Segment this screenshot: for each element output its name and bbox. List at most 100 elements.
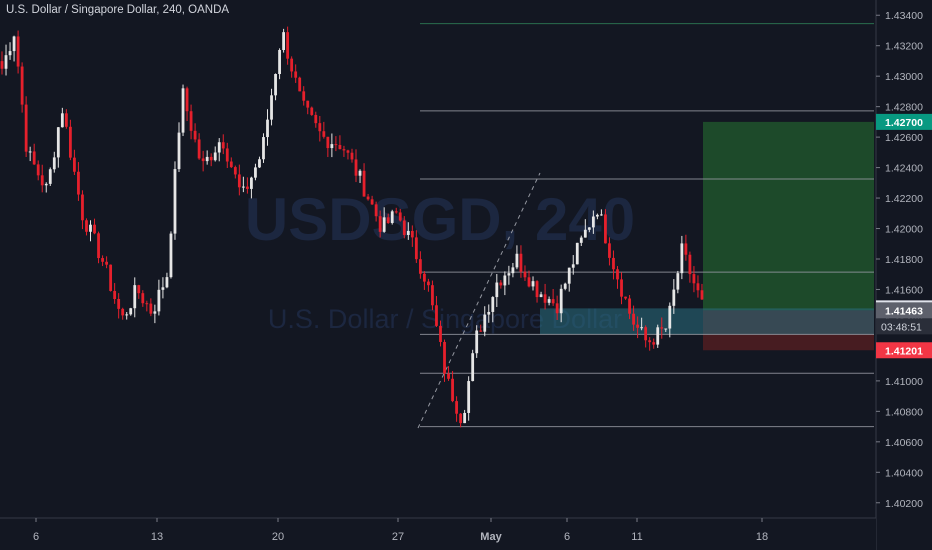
candle-body[interactable] [640,327,644,329]
candle-body[interactable] [394,211,398,213]
candle-body[interactable] [511,267,515,274]
candle-body[interactable] [535,281,539,298]
candle-body[interactable] [644,327,648,341]
candle-body[interactable] [298,77,302,92]
candle-body[interactable] [483,314,487,332]
candle-body[interactable] [294,71,298,78]
candle-body[interactable] [286,32,290,59]
candle-body[interactable] [334,144,338,146]
candle-body[interactable] [491,297,495,312]
candle-body[interactable] [205,156,209,162]
candle-body[interactable] [418,259,422,274]
candle-body[interactable] [435,305,438,326]
candle-body[interactable] [515,253,519,268]
candle-body[interactable] [85,220,88,232]
candle-body[interactable] [620,279,623,297]
candle-body[interactable] [676,273,680,290]
candle-body[interactable] [12,36,16,52]
candle-body[interactable] [8,51,12,56]
candle-body[interactable] [559,288,563,314]
candle-body[interactable] [354,159,358,176]
candle-body[interactable] [406,230,410,235]
candle-body[interactable] [402,220,406,235]
candle-body[interactable] [499,282,503,286]
candle-body[interactable] [330,144,334,149]
candle-body[interactable] [28,151,32,153]
candle-body[interactable] [386,217,390,224]
candle-body[interactable] [105,261,108,265]
candle-body[interactable] [459,413,463,424]
candle-body[interactable] [254,167,257,178]
candle-body[interactable] [278,49,281,75]
candle-body[interactable] [113,290,117,300]
candle-body[interactable] [81,194,84,221]
candle-body[interactable] [77,171,80,195]
candle-body[interactable] [591,216,595,228]
candle-body[interactable] [575,242,579,265]
candle-body[interactable] [4,55,8,69]
candle-body[interactable] [431,285,434,306]
candle-body[interactable] [427,281,430,286]
candle-body[interactable] [495,282,499,298]
candle-body[interactable] [40,175,44,186]
candle-body[interactable] [157,289,161,312]
candle-body[interactable] [628,298,631,314]
candle-body[interactable] [648,340,652,343]
candle-body[interactable] [145,303,149,305]
candle-body[interactable] [479,330,483,332]
candle-body[interactable] [447,373,450,379]
candle-body[interactable] [374,204,378,217]
candle-body[interactable] [583,229,587,238]
candle-body[interactable] [342,149,346,151]
candle-body[interactable] [503,275,507,286]
candle-body[interactable] [338,145,342,150]
candle-body[interactable] [169,233,173,278]
candle-body[interactable] [382,217,386,232]
candle-body[interactable] [660,327,664,329]
candle-body[interactable] [36,164,40,176]
candle-body[interactable] [563,283,567,289]
candle-body[interactable] [567,267,571,284]
candle-body[interactable] [0,61,4,69]
candle-body[interactable] [121,308,125,316]
candle-body[interactable] [362,170,366,197]
candle-body[interactable] [507,273,511,276]
candle-body[interactable] [89,224,92,232]
candle-body[interactable] [680,243,684,274]
candle-body[interactable] [398,212,402,221]
candle-body[interactable] [539,294,543,298]
candle-body[interactable] [688,254,692,275]
candle-body[interactable] [700,290,704,300]
candle-body[interactable] [595,214,599,217]
candle-body[interactable] [229,161,233,168]
support-zone[interactable] [540,308,874,335]
candle-body[interactable] [600,214,603,216]
candle-body[interactable] [547,299,551,303]
candle-body[interactable] [20,66,24,105]
candle-body[interactable] [346,150,350,153]
candle-body[interactable] [185,88,189,112]
candle-body[interactable] [527,277,531,287]
candle-body[interactable] [684,243,688,255]
candle-body[interactable] [290,58,294,72]
price-axis[interactable] [876,0,932,550]
candle-body[interactable] [125,314,129,316]
candle-body[interactable] [44,183,48,186]
candle-body[interactable] [551,299,555,304]
candle-body[interactable] [579,237,583,243]
candle-body[interactable] [141,293,145,304]
candle-body[interactable] [274,74,277,96]
candle-body[interactable] [306,100,310,108]
candle-body[interactable] [366,196,370,200]
candle-body[interactable] [414,237,418,260]
candle-body[interactable] [97,233,100,259]
candle-body[interactable] [245,186,249,189]
candle-body[interactable] [302,91,306,101]
candle-body[interactable] [467,381,471,413]
candle-body[interactable] [181,88,185,133]
candle-body[interactable] [225,148,229,162]
candle-body[interactable] [93,224,96,234]
candle-body[interactable] [543,294,547,303]
candle-body[interactable] [213,152,217,161]
